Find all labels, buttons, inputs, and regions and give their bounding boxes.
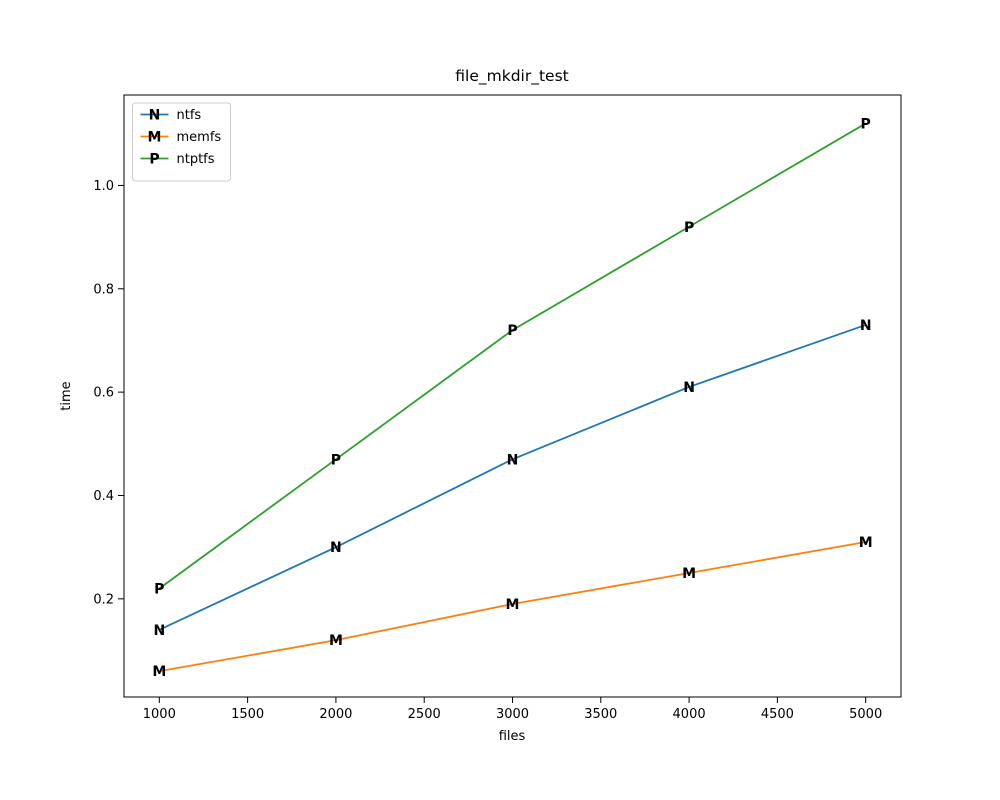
y-tick-label: 0.2 — [93, 592, 114, 607]
x-tick-label: 3000 — [496, 707, 529, 722]
series-marker-ntfs: N — [683, 380, 695, 396]
series-marker-memfs: M — [682, 566, 696, 582]
y-tick-label: 0.8 — [93, 282, 114, 297]
legend-label-ntptfs: ntptfs — [177, 152, 215, 167]
axes-layer: 1000 1500 2000 2500 3000 3500 4000 4500 5000 0.2 0… — [93, 94, 902, 722]
x-tick-label: 4000 — [673, 707, 706, 722]
series-marker-memfs: M — [506, 597, 520, 613]
series-marker-memfs: M — [152, 664, 166, 680]
legend-label-ntfs: ntfs — [177, 108, 202, 123]
series-layer: N N N N N M M M M M P P P P P — [152, 116, 872, 680]
series-marker-ntfs: N — [860, 318, 872, 334]
legend-marker-ntptfs: P — [149, 152, 159, 168]
series-marker-ntptfs: P — [684, 220, 694, 236]
y-tick-label: 0.4 — [93, 489, 114, 504]
x-tick-label: 1500 — [231, 707, 264, 722]
x-tick-label: 2000 — [319, 707, 352, 722]
x-axis-label: files — [499, 729, 526, 744]
series-marker-ntfs: N — [330, 540, 342, 556]
x-tick-label: 5000 — [849, 707, 882, 722]
x-tick-label: 4500 — [761, 707, 794, 722]
x-tick-label: 1000 — [143, 707, 176, 722]
y-tick-label: 1.0 — [93, 179, 114, 194]
legend-label-memfs: memfs — [177, 130, 222, 145]
series-marker-ntptfs: P — [331, 452, 341, 468]
y-axis-label: time — [59, 381, 74, 410]
series-marker-ntfs: N — [153, 623, 165, 639]
series-line-ntfs — [158, 324, 866, 631]
series-marker-ntfs: N — [507, 452, 519, 468]
legend-box — [132, 102, 231, 182]
series-line-ntptfs — [158, 122, 867, 590]
legend-marker-memfs: M — [148, 130, 162, 146]
series-marker-ntptfs: P — [507, 323, 517, 339]
series-marker-ntptfs: P — [154, 581, 164, 597]
x-tick-label: 2500 — [408, 707, 441, 722]
series-marker-memfs: M — [859, 535, 873, 551]
y-tick-label: 0.6 — [93, 386, 114, 401]
series-marker-memfs: M — [329, 633, 343, 649]
series-marker-ntptfs: P — [861, 116, 871, 132]
series-line-memfs — [159, 541, 866, 673]
legend-marker-ntfs: N — [149, 108, 161, 124]
x-tick-label: 3500 — [584, 707, 617, 722]
chart-title: file_mkdir_test — [455, 67, 568, 86]
